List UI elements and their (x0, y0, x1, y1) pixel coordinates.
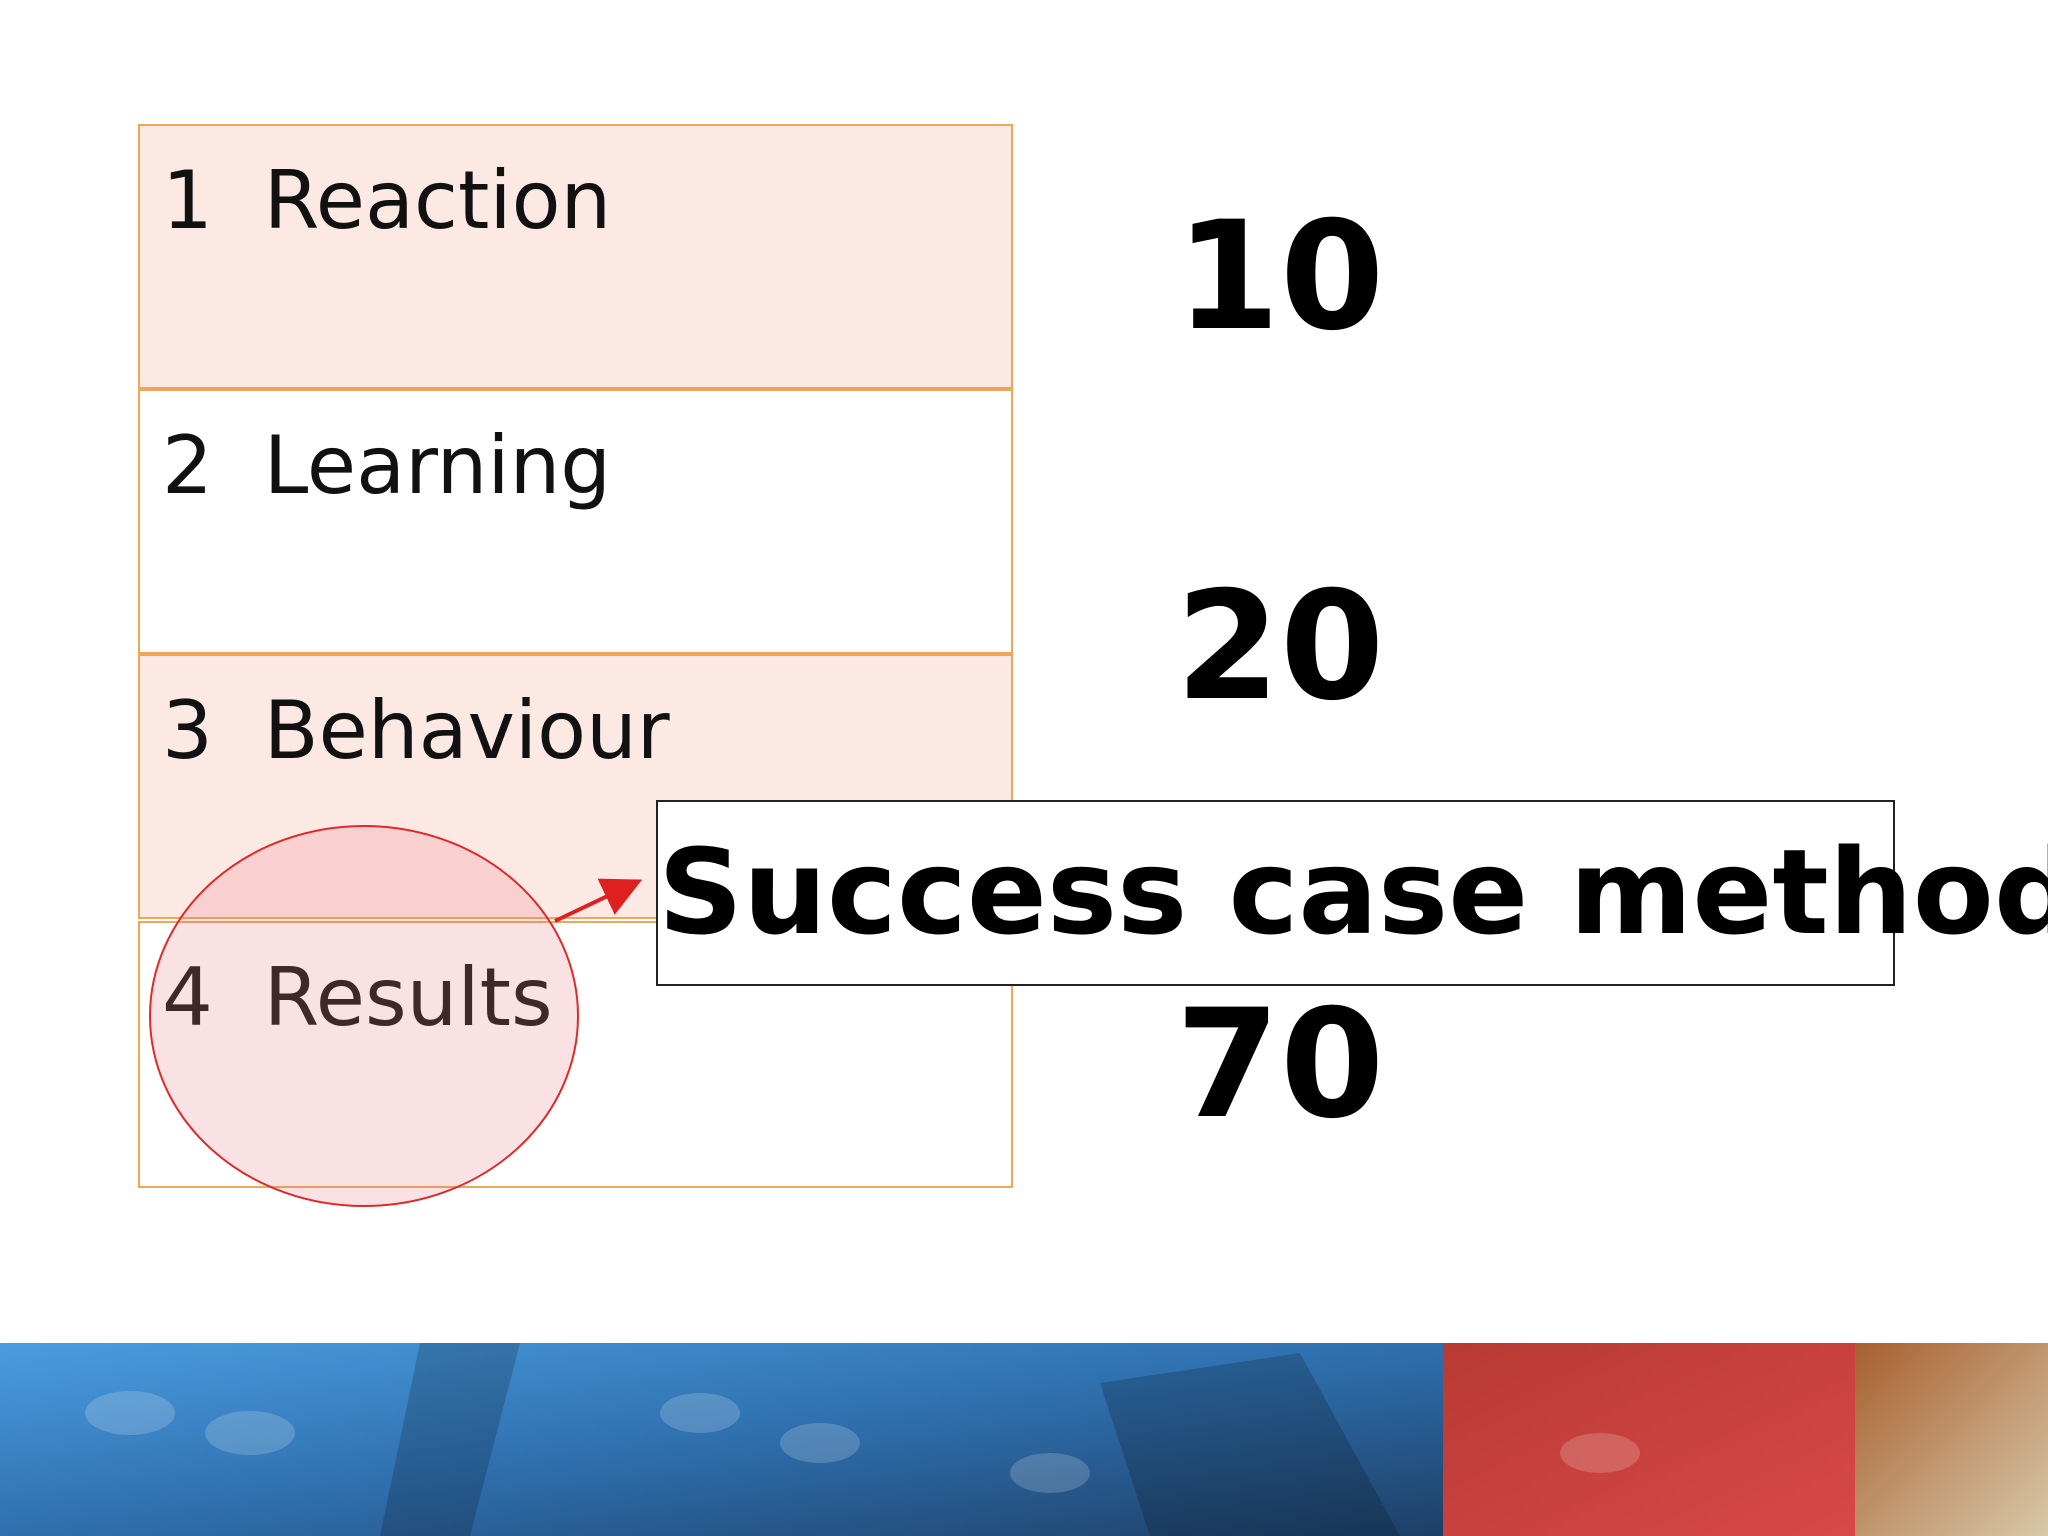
number: 20 (1175, 560, 1385, 734)
table-row: 1 Reaction (138, 124, 1013, 389)
highlight-circle (149, 825, 579, 1207)
number: 70 (1175, 978, 1385, 1152)
callout-box: Success case method (656, 800, 2048, 986)
annotation-layer (149, 825, 643, 1207)
table-row: 2 Learning (138, 389, 1013, 654)
arrow (554, 878, 643, 923)
number: 10 (1175, 190, 1385, 364)
footer-image (0, 1343, 2048, 1536)
table-row: 4 Results (138, 921, 1013, 1188)
